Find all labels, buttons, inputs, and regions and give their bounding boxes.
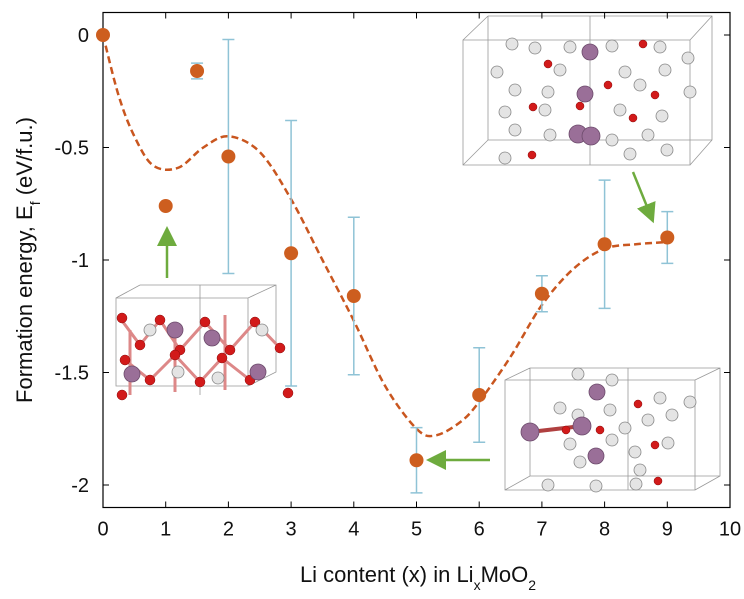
chart: Formation energy, Ef (eV/f.u.) Li conten…: [0, 0, 744, 594]
data-point: [347, 289, 361, 303]
x-tick-label: 8: [599, 519, 610, 541]
xlabel-part: MoO: [481, 562, 529, 587]
x-tick-label: 9: [662, 519, 673, 541]
x-tick-label: 2: [223, 519, 234, 541]
x-tick-label: 6: [474, 519, 485, 541]
data-point: [598, 237, 612, 251]
x-axis-label: Li content (x) in LixMoO2: [300, 562, 536, 593]
inset-left: [116, 285, 293, 400]
x-tick-label: 7: [536, 519, 547, 541]
data-point: [96, 28, 110, 42]
data-point: [284, 246, 298, 260]
x-tick-label: 4: [348, 519, 359, 541]
x-tick-label: 3: [286, 519, 297, 541]
inset-bottom-right: [505, 368, 720, 492]
x-tick-label: 0: [97, 519, 108, 541]
ylabel-part: (eV/f.u.): [12, 117, 37, 201]
y-tick-label: -1: [71, 250, 89, 272]
data-point: [221, 150, 235, 164]
ylabel-part: Formation energy, E: [12, 205, 37, 403]
x-tick-label: 10: [719, 519, 741, 541]
data-point: [410, 453, 424, 467]
data-point: [190, 64, 204, 78]
x-tick-label: 5: [411, 519, 422, 541]
xlabel-part: x: [474, 577, 481, 593]
data-point: [535, 287, 549, 301]
y-tick-label: -1.5: [55, 363, 89, 385]
data-point: [159, 199, 173, 213]
xlabel-part: 2: [528, 577, 536, 593]
y-tick-label: -2: [71, 475, 89, 497]
data-point: [660, 231, 674, 245]
data-point: [472, 388, 486, 402]
y-tick-label: 0: [78, 25, 89, 47]
xlabel-part: Li content (x) in Li: [300, 562, 474, 587]
y-tick-label: -0.5: [55, 138, 89, 160]
y-axis-label: Formation energy, Ef (eV/f.u.): [12, 117, 43, 403]
x-tick-label: 1: [160, 519, 171, 541]
inset-top-right: [463, 16, 712, 165]
